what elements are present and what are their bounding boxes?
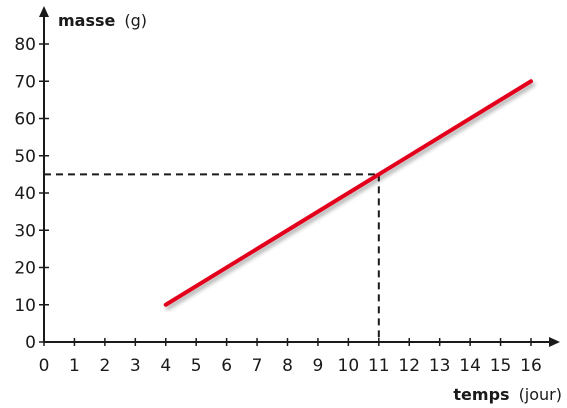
x-tick-label: 8 (282, 356, 293, 376)
y-axis-label: masse (58, 11, 116, 30)
y-axis-title: masse (g) (58, 11, 147, 30)
x-axis-label: temps (453, 385, 509, 404)
y-tick-label: 0 (25, 333, 36, 353)
x-tick-label: 13 (429, 356, 451, 376)
x-tick-label: 4 (160, 356, 171, 376)
y-tick-label: 20 (14, 259, 36, 279)
x-tick-label: 0 (39, 356, 50, 376)
y-tick-label: 10 (14, 296, 36, 316)
y-axis-arrow-icon (39, 6, 49, 17)
y-tick-label: 40 (14, 184, 36, 204)
y-ticks: 0 10 20 30 40 50 60 70 80 (14, 35, 49, 353)
x-tick-label: 15 (490, 356, 512, 376)
y-tick-label: 70 (14, 72, 36, 92)
y-axis-unit: (g) (124, 11, 147, 30)
y-tick-label: 50 (14, 147, 36, 167)
x-axis-arrow-icon (549, 337, 560, 347)
x-tick-label: 11 (368, 356, 390, 376)
series-layer (163, 79, 533, 307)
x-tick-label: 10 (338, 356, 360, 376)
x-tick-label: 7 (252, 356, 263, 376)
x-axis-unit: (jour) (519, 385, 562, 404)
x-tick-label: 5 (191, 356, 202, 376)
x-axis-title: temps (jour) (453, 385, 562, 404)
x-tick-label: 3 (130, 356, 141, 376)
axes (39, 6, 560, 347)
y-tick-label: 30 (14, 221, 36, 241)
x-tick-label: 1 (69, 356, 80, 376)
x-tick-label: 12 (398, 356, 420, 376)
x-tick-label: 14 (459, 356, 481, 376)
guide-lines (44, 173, 380, 342)
x-tick-label: 6 (221, 356, 232, 376)
x-tick-label: 9 (313, 356, 324, 376)
x-tick-label: 16 (520, 356, 542, 376)
x-ticks: 0 1 2 3 4 5 6 7 8 9 10 11 12 13 14 15 16 (39, 338, 542, 376)
y-tick-label: 60 (14, 110, 36, 130)
y-tick-label: 80 (14, 35, 36, 55)
series-line (163, 79, 533, 307)
x-tick-label: 2 (99, 356, 110, 376)
